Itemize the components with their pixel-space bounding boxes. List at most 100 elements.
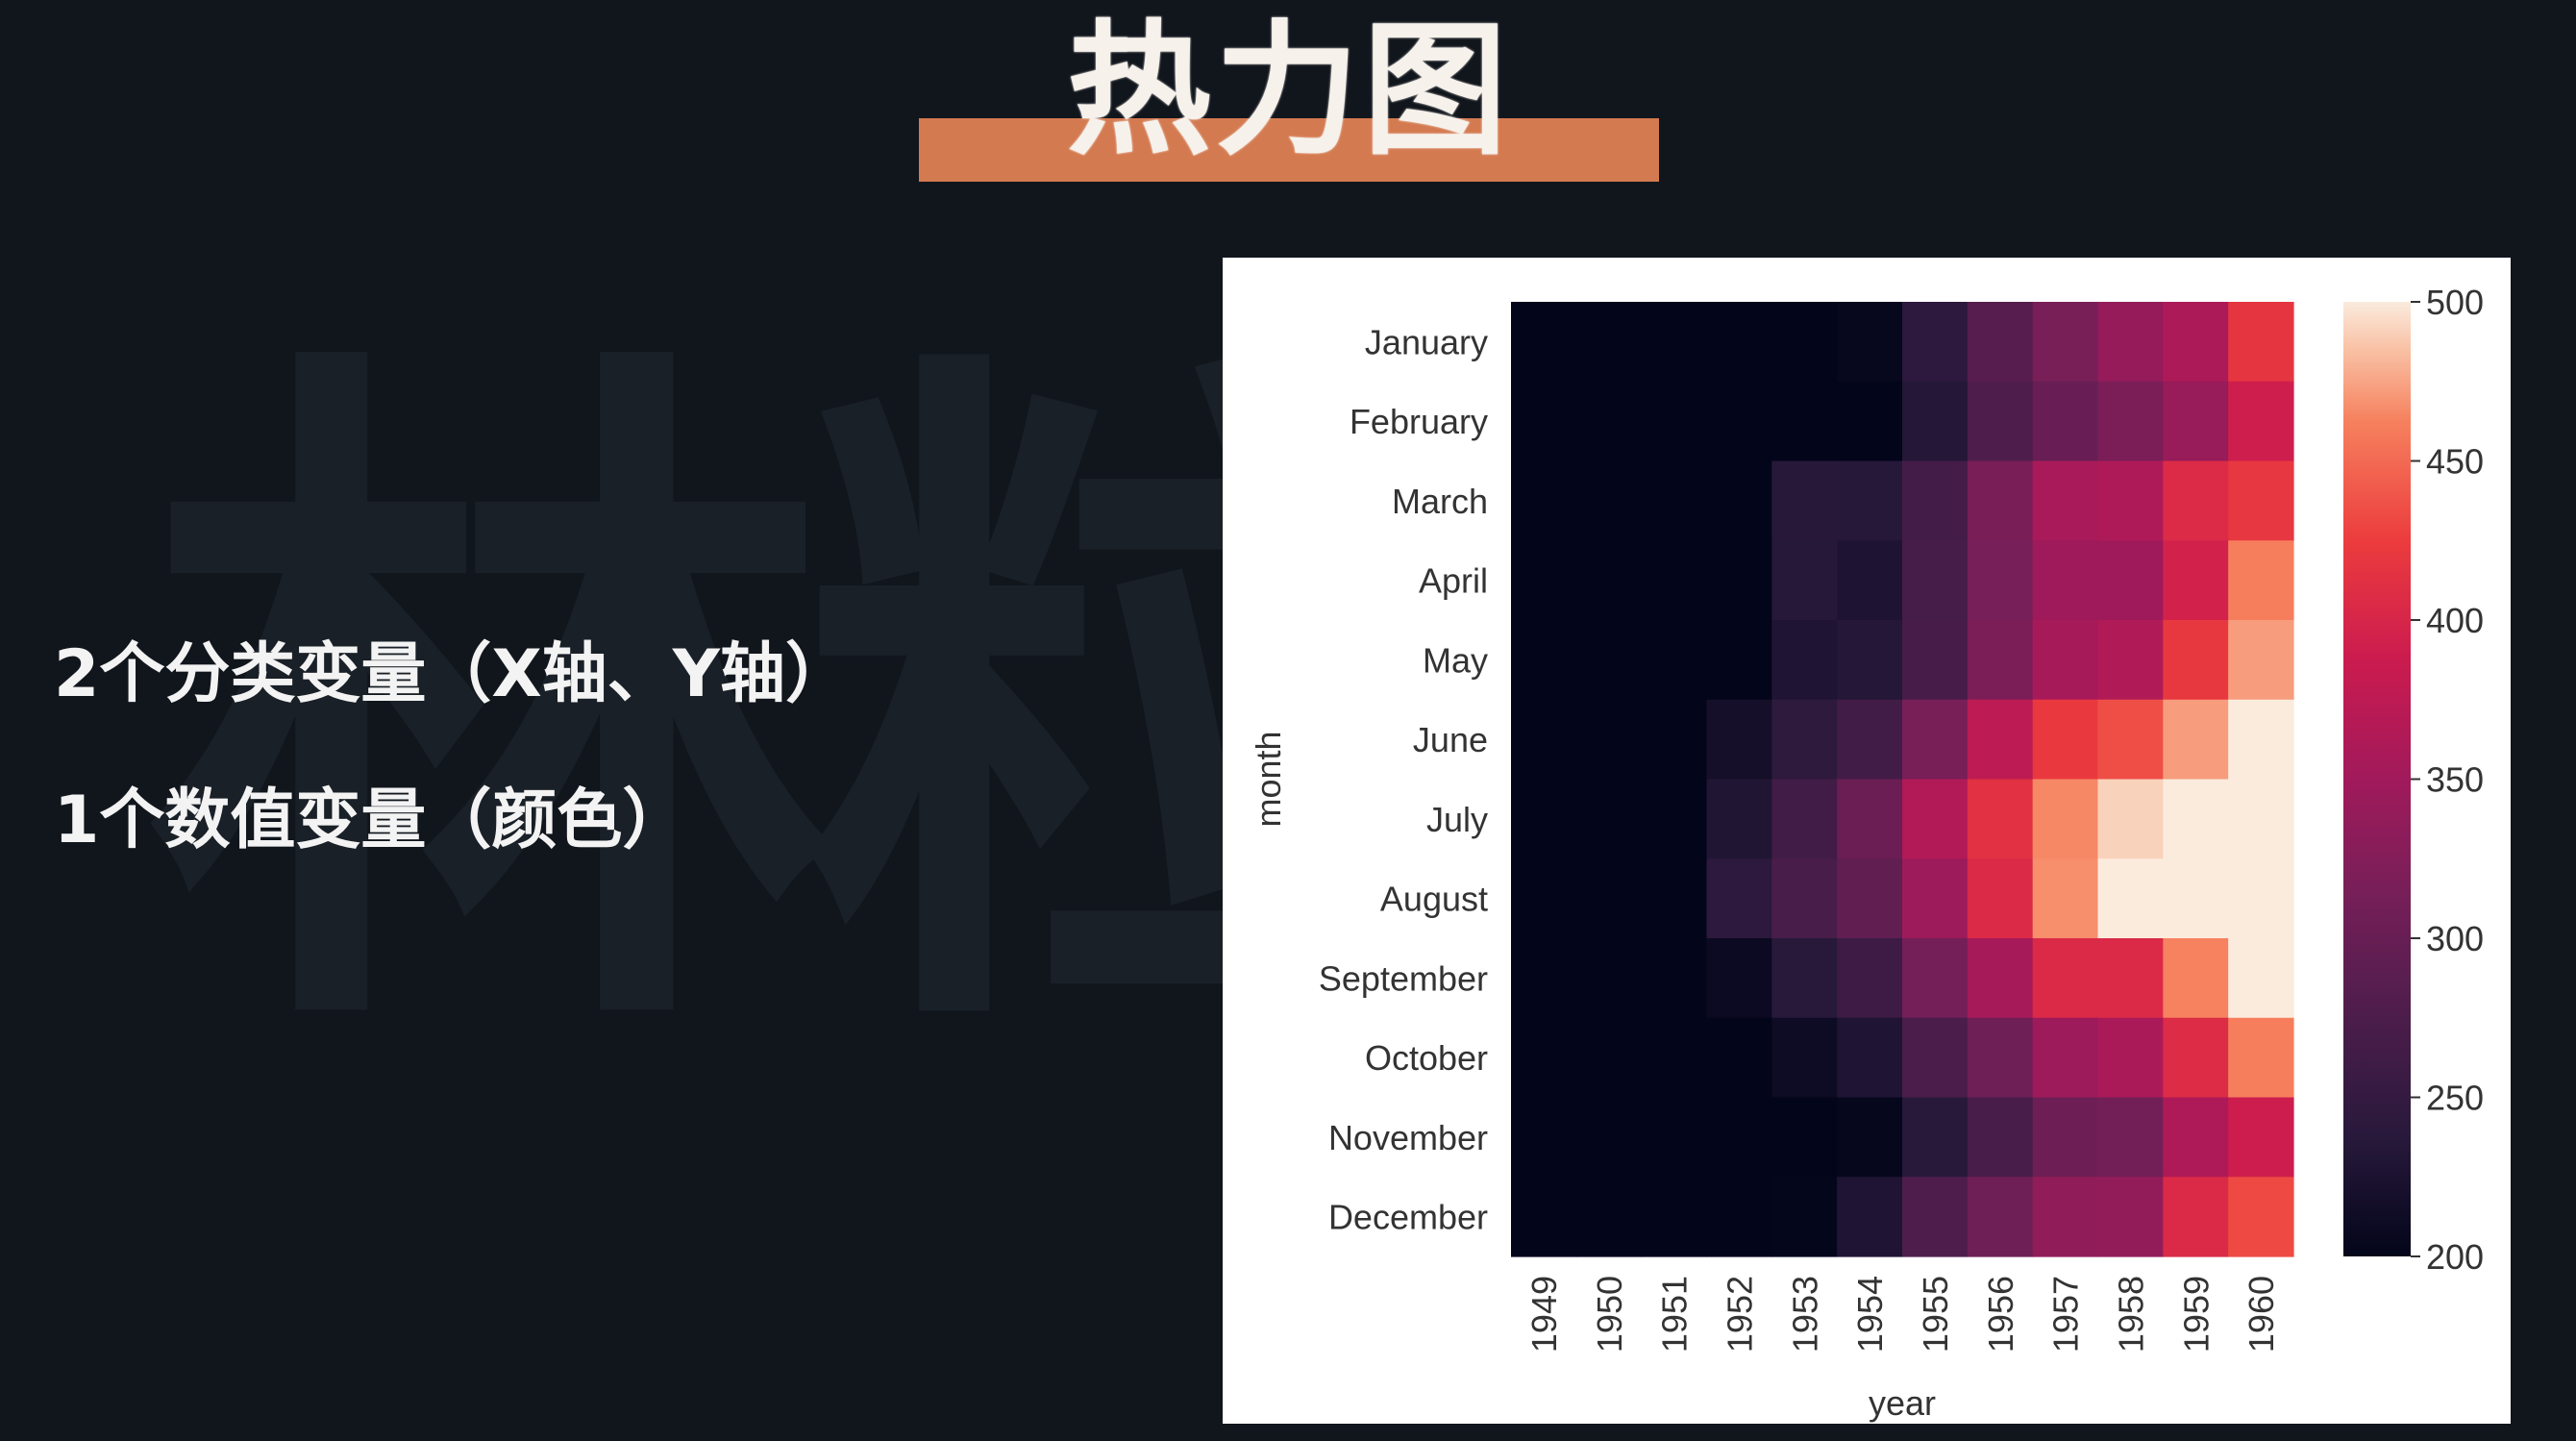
- x-tick-label: 1959: [2176, 1276, 2216, 1353]
- heatmap-cell: [1511, 938, 1577, 1019]
- heatmap-cell: [2097, 699, 2164, 781]
- heatmap-cell: [1575, 460, 1643, 541]
- heatmap-cell: [2163, 1097, 2229, 1178]
- heatmap-cell: [2032, 381, 2099, 462]
- heatmap-cell: [1967, 779, 2034, 859]
- heatmap-cell: [1771, 1177, 1838, 1257]
- heatmap-cell: [1967, 302, 2034, 383]
- heatmap-cell: [1511, 1017, 1577, 1099]
- y-tick-label: November: [1328, 1118, 1488, 1157]
- y-tick-labels: January February March April May June July Augu…: [1319, 322, 1488, 1236]
- y-tick-label: February: [1350, 402, 1488, 441]
- heatmap-cell: [1706, 1177, 1772, 1257]
- heatmap-cell: [1837, 381, 1903, 462]
- heatmap-cell: [2228, 1177, 2294, 1257]
- x-tick-label: 1955: [1916, 1276, 1955, 1353]
- heatmap-cell: [2228, 460, 2294, 541]
- heatmap-cell: [2228, 1017, 2294, 1099]
- heatmap-cell: [1837, 858, 1903, 939]
- heatmap-cell: [2228, 1097, 2294, 1178]
- heatmap-cell: [2032, 540, 2099, 621]
- heatmap-cell: [2163, 779, 2229, 859]
- heatmap-cell: [2163, 699, 2229, 781]
- heatmap-cell: [1902, 540, 1969, 621]
- heatmap-cell: [1641, 460, 1708, 541]
- heatmap-cell: [1837, 699, 1903, 781]
- heatmap-cell: [1575, 540, 1643, 621]
- heatmap-cell: [1706, 699, 1772, 781]
- description-line-1: 2个分类变量（X轴、Y轴）: [54, 636, 851, 712]
- heatmap-cell: [1511, 699, 1577, 781]
- heatmap-cells: [1511, 302, 2294, 1257]
- heatmap-cell: [1511, 1177, 1577, 1257]
- heatmap-cell: [2097, 1177, 2164, 1257]
- heatmap-cell: [1771, 620, 1838, 701]
- heatmap-cell: [2097, 620, 2164, 701]
- heatmap-cell: [2228, 540, 2294, 621]
- heatmap-cell: [1902, 460, 1969, 541]
- heatmap-cell: [1706, 1097, 1772, 1178]
- heatmap-cell: [1902, 620, 1969, 701]
- heatmap-cell: [1641, 1097, 1708, 1178]
- x-tick-label: 1956: [1981, 1276, 2020, 1353]
- heatmap-cell: [1575, 779, 1643, 859]
- heatmap-cell: [1902, 302, 1969, 383]
- heatmap-cell: [2163, 1017, 2229, 1099]
- colorbar-tick-label: 300: [2426, 919, 2484, 958]
- colorbar-tick-label: 350: [2426, 760, 2484, 800]
- heatmap-cell: [1575, 381, 1643, 462]
- y-axis-label: month: [1249, 731, 1288, 827]
- heatmap-cell: [1837, 779, 1903, 859]
- x-tick-label: 1950: [1590, 1276, 1629, 1353]
- x-tick-label: 1952: [1720, 1276, 1759, 1353]
- heatmap-cell: [1575, 699, 1643, 781]
- heatmap-cell: [2032, 1097, 2099, 1178]
- heatmap-cell: [2228, 699, 2294, 781]
- heatmap-cell: [1641, 1017, 1708, 1099]
- x-tick-label: 1951: [1655, 1276, 1695, 1353]
- heatmap-cell: [1641, 699, 1708, 781]
- heatmap-cell: [1902, 381, 1969, 462]
- heatmap-cell: [2032, 460, 2099, 541]
- x-tick-label: 1953: [1785, 1276, 1824, 1353]
- x-tick-label: 1957: [2046, 1276, 2086, 1353]
- y-tick-label: June: [1413, 720, 1488, 759]
- heatmap-cell: [1902, 1097, 1969, 1178]
- heatmap-cell: [1771, 779, 1838, 859]
- heatmap-cell: [1641, 779, 1708, 859]
- heatmap-cell: [1837, 302, 1903, 383]
- heatmap-cell: [1967, 1177, 2034, 1257]
- heatmap-cell: [1511, 302, 1577, 383]
- heatmap-cell: [1706, 858, 1772, 939]
- heatmap-cell: [1641, 858, 1708, 939]
- heatmap-cell: [1511, 460, 1577, 541]
- heatmap-cell: [1771, 540, 1838, 621]
- heatmap-cell: [1771, 938, 1838, 1019]
- description-line-2: 1个数值变量（颜色）: [54, 783, 688, 858]
- heatmap-cell: [1771, 1017, 1838, 1099]
- heatmap-cell: [1771, 302, 1838, 383]
- heatmap-cell: [1967, 460, 2034, 541]
- heatmap-cell: [2032, 779, 2099, 859]
- y-tick-label: January: [1365, 322, 1488, 361]
- heatmap-cell: [1511, 858, 1577, 939]
- heatmap-cell: [1902, 779, 1969, 859]
- heatmap-cell: [2097, 858, 2164, 939]
- heatmap-cell: [1575, 1017, 1643, 1099]
- y-tick-label: July: [1426, 800, 1488, 839]
- heatmap-cell: [1511, 779, 1577, 859]
- heatmap-cell: [1641, 620, 1708, 701]
- heatmap-cell: [2032, 858, 2099, 939]
- y-tick-label: April: [1419, 561, 1488, 601]
- heatmap-cell: [2097, 302, 2164, 383]
- y-tick-label: May: [1423, 640, 1488, 680]
- heatmap-cell: [1706, 460, 1772, 541]
- heatmap-cell: [2097, 938, 2164, 1019]
- title-underline-bar: [919, 118, 1659, 182]
- colorbar: [2343, 302, 2411, 1256]
- heatmap-cell: [1902, 699, 1969, 781]
- heatmap-cell: [2163, 858, 2229, 939]
- heatmap-cell: [1771, 1097, 1838, 1178]
- heatmap-cell: [1771, 381, 1838, 462]
